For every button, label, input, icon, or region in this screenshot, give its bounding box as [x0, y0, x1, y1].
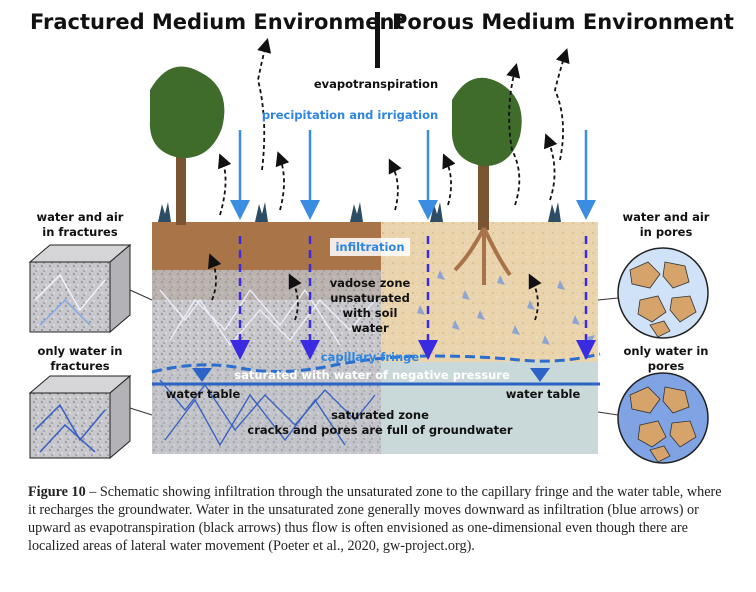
water-table-marker-left	[192, 368, 212, 382]
title-divider	[375, 12, 380, 68]
title-porous: Porous Medium Environment	[392, 10, 734, 34]
evapotranspiration-label: evapotranspiration	[313, 77, 439, 91]
figure-caption: Figure 10 – Schematic showing infiltrati…	[28, 483, 728, 555]
evapotranspiration-arrows	[207, 38, 570, 321]
cube-water-fractures	[28, 374, 132, 460]
vadose-zone-label: vadose zone unsaturated with soil water	[329, 276, 411, 335]
infiltration-label: infiltration	[335, 240, 405, 254]
leader-fractures-air	[129, 289, 153, 301]
infiltration-label-bg	[330, 238, 410, 256]
water-air-pores-label: water and air in pores	[622, 210, 710, 239]
porous-medium-block	[381, 222, 598, 454]
water-table-marker-right	[530, 368, 550, 382]
leader-fractures-water	[129, 407, 153, 416]
title-fractured: Fractured Medium Environment	[30, 10, 405, 34]
capillary-fringe-label: capillary fringe	[320, 350, 420, 364]
caption-label: Figure 10	[28, 484, 86, 500]
circle-water-air-pores	[617, 247, 709, 339]
precipitation-label: precipitation and irrigation	[261, 108, 439, 122]
tree-right	[451, 77, 522, 285]
saturated-zone-label: saturated zone cracks and pores are full…	[247, 408, 513, 437]
diagram-artwork	[28, 12, 709, 464]
leader-pores-air	[597, 297, 619, 301]
cube-water-air-fractures	[28, 243, 132, 334]
water-table-label-left: water table	[165, 387, 241, 401]
water-table-label-right: water table	[505, 387, 581, 401]
water-pores-label: only water in pores	[623, 344, 709, 373]
saturated-negative-label: saturated with water of negative pressur…	[234, 368, 510, 382]
precipitation-arrows	[230, 130, 596, 220]
tree-left	[149, 66, 225, 225]
leader-pores-water	[597, 411, 619, 416]
infiltration-diagram: Fractured Medium Environment Porous Medi…	[28, 10, 734, 464]
plants	[158, 202, 561, 222]
caption-text: – Schematic showing infiltration through…	[28, 484, 722, 554]
infiltration-arrows	[230, 236, 596, 360]
water-air-fractures-label: water and air in fractures	[36, 210, 124, 239]
circle-water-pores	[617, 372, 709, 464]
fractured-medium-block	[152, 222, 381, 454]
capillary-fringe-line	[151, 352, 601, 374]
water-fractures-label: only water in fractures	[37, 344, 123, 373]
